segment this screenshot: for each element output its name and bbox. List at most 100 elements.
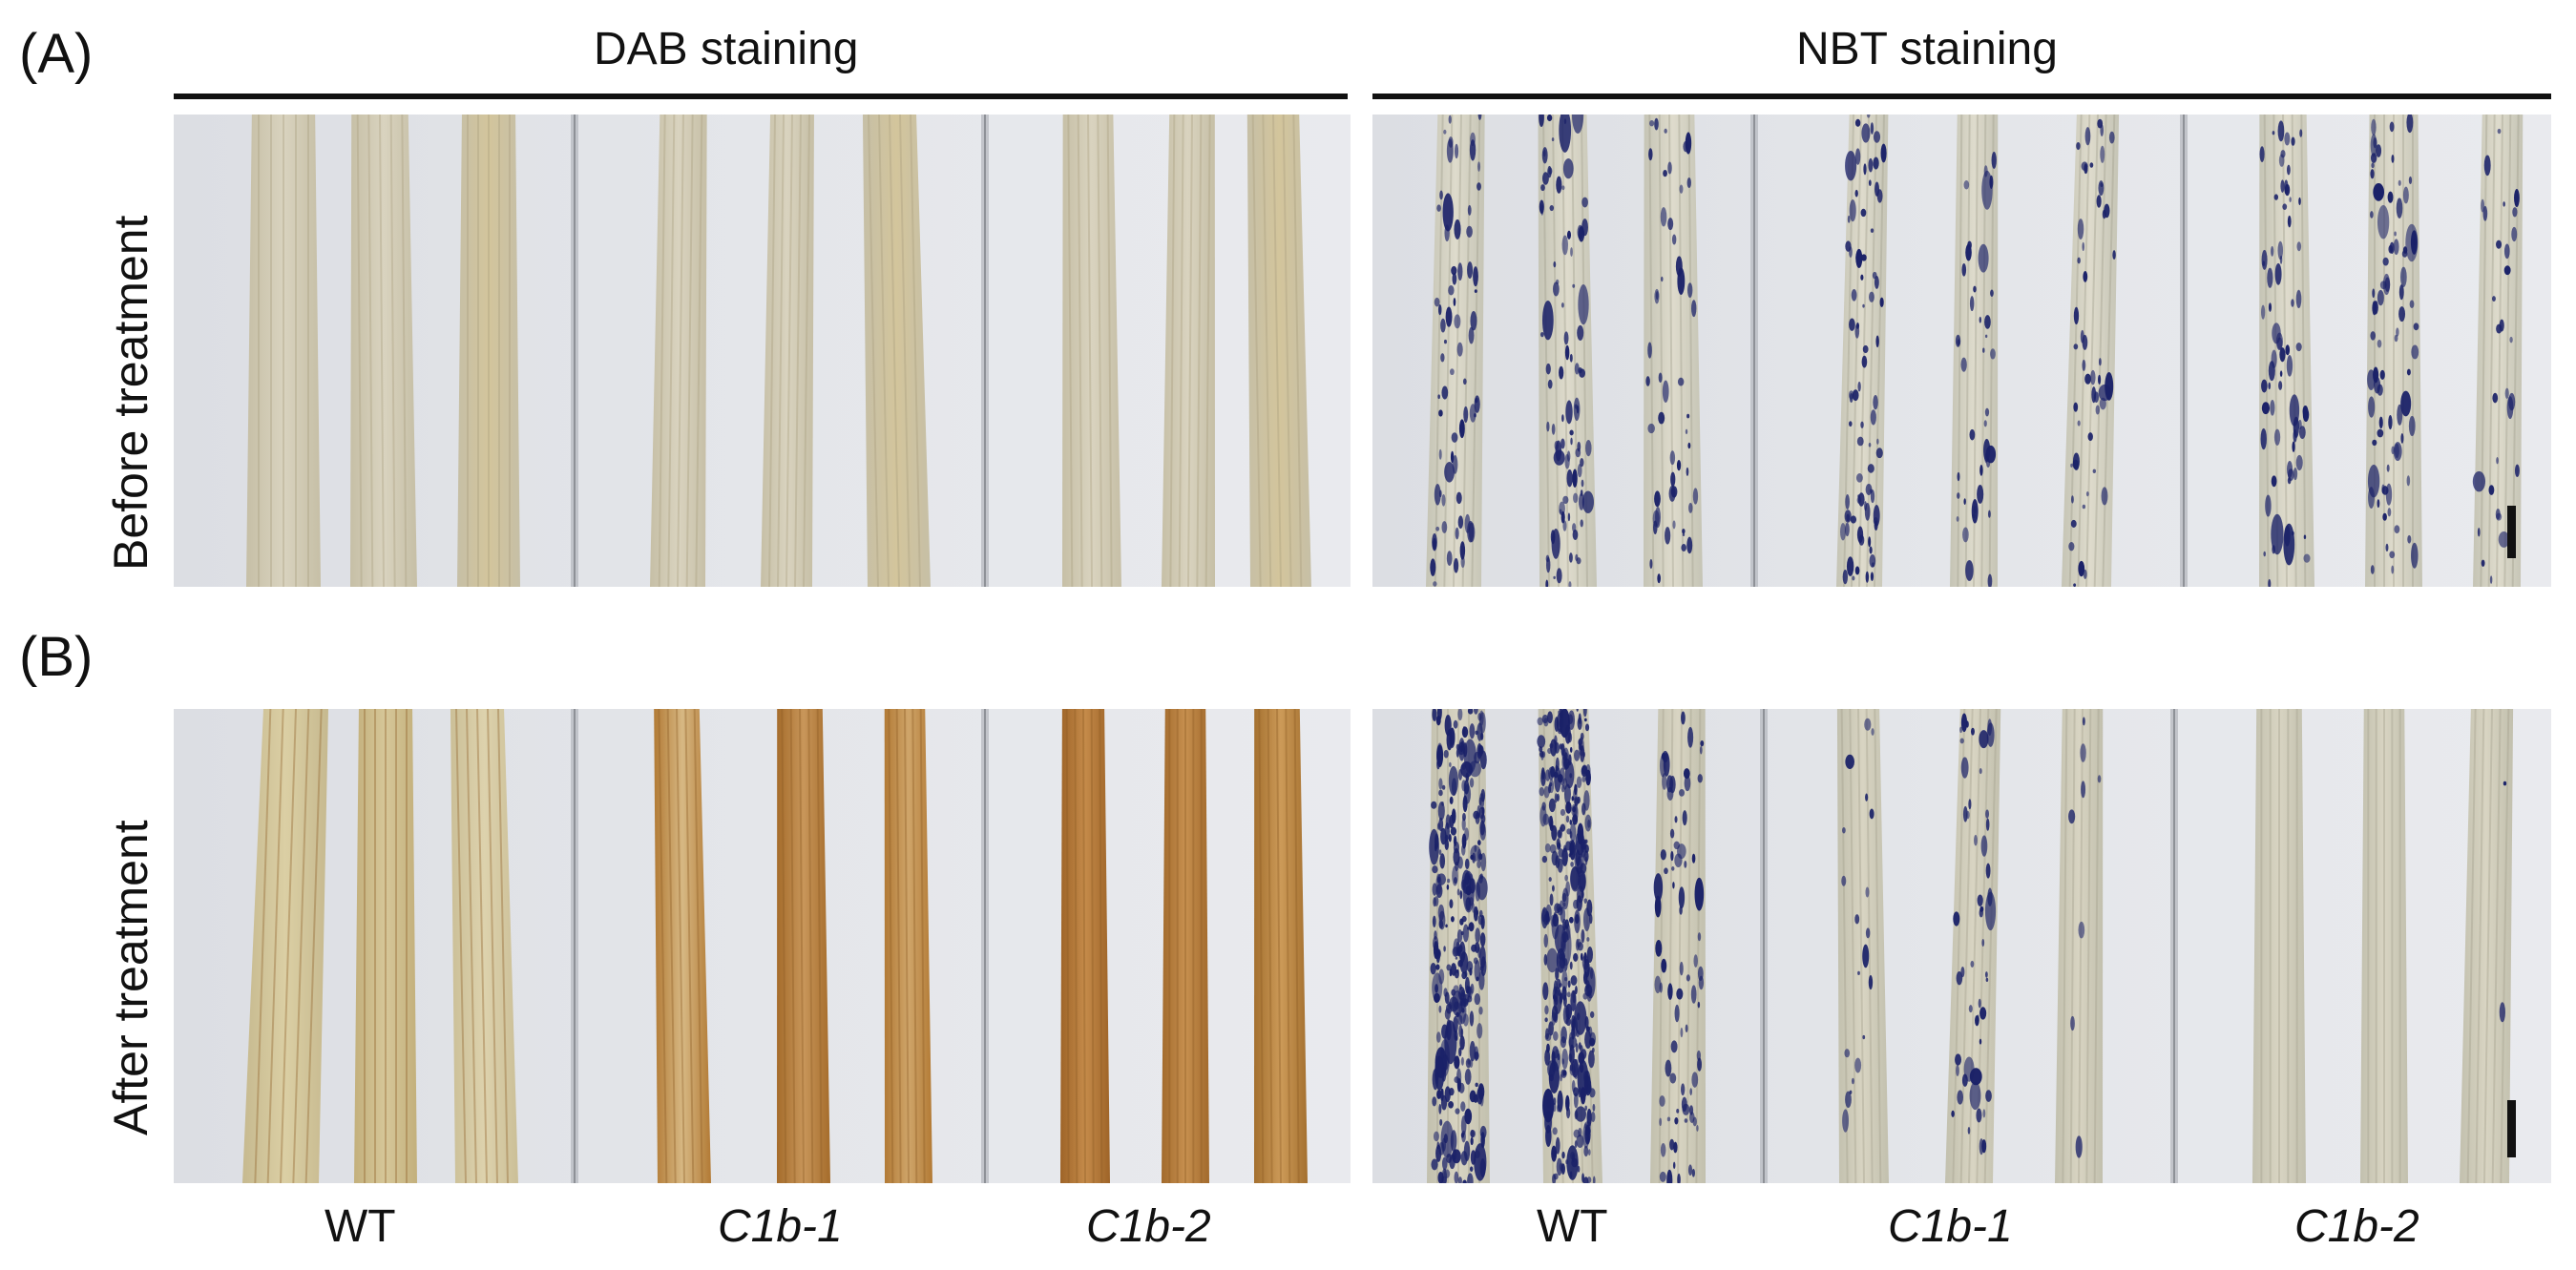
nbt-spot bbox=[1569, 961, 1573, 970]
nbt-spot bbox=[1649, 119, 1655, 127]
nbt-spot bbox=[1581, 928, 1585, 944]
nbt-spot bbox=[2372, 288, 2376, 299]
nbt-spot bbox=[1540, 204, 1544, 216]
nbt-spot bbox=[2377, 289, 2384, 306]
nbt-spot bbox=[1446, 551, 1453, 566]
nbt-spot bbox=[1441, 784, 1446, 790]
nbt-spot bbox=[2379, 281, 2387, 290]
nbt-spot bbox=[1553, 575, 1556, 580]
leaf-vein bbox=[1581, 709, 1594, 1183]
nbt-spot bbox=[1580, 863, 1587, 874]
nbt-before-photo bbox=[1372, 115, 2551, 587]
nbt-spot bbox=[1565, 1003, 1573, 1020]
nbt-spot bbox=[1433, 1131, 1439, 1142]
leaf-vein bbox=[1272, 115, 1282, 587]
nbt-spot bbox=[1849, 392, 1853, 404]
nbt-spot bbox=[1436, 822, 1440, 830]
nbt-spot bbox=[1476, 182, 1481, 191]
nbt-spot bbox=[2370, 169, 2375, 179]
nbt-spot bbox=[1551, 850, 1559, 866]
nbt-spot bbox=[1573, 492, 1579, 504]
nbt-spot bbox=[1556, 947, 1566, 973]
nbt-spot bbox=[1443, 1169, 1451, 1178]
nbt-spot bbox=[1545, 769, 1551, 781]
nbt-spot bbox=[1972, 513, 1976, 519]
nbt-spot bbox=[1574, 404, 1578, 409]
nbt-spot bbox=[1661, 958, 1667, 973]
nbt-spot bbox=[1432, 865, 1438, 874]
nbt-spot bbox=[1842, 570, 1849, 585]
nbt-spot bbox=[1654, 975, 1662, 994]
nbt-spot bbox=[2498, 531, 2510, 548]
nbt-spot bbox=[1539, 805, 1547, 827]
nbt-spot bbox=[1557, 1090, 1563, 1113]
nbt-spot bbox=[1467, 261, 1474, 279]
nbt-spot bbox=[1979, 1007, 1987, 1020]
nbt-spot bbox=[1550, 765, 1556, 778]
nbt-spot bbox=[1982, 1109, 1986, 1118]
leaf-vein bbox=[1686, 709, 1692, 1183]
leaf-blade bbox=[2460, 709, 2514, 1183]
nbt-spot bbox=[1969, 428, 1976, 441]
nbt-spot bbox=[1550, 914, 1556, 927]
nbt-spot bbox=[2270, 399, 2275, 416]
nbt-spot bbox=[1432, 883, 1437, 896]
nbt-spot bbox=[1662, 773, 1667, 790]
leaf-vein bbox=[895, 709, 902, 1183]
nbt-spot bbox=[1875, 335, 1879, 348]
nbt-spot bbox=[1870, 228, 1874, 233]
nbt-spot bbox=[1568, 853, 1572, 858]
nbt-spot bbox=[1477, 914, 1484, 926]
leaf-vein bbox=[455, 709, 467, 1183]
nbt-spot bbox=[1985, 809, 1990, 819]
nbt-spot bbox=[2291, 531, 2294, 536]
nbt-spot bbox=[1555, 1136, 1560, 1155]
nbt-spot bbox=[1686, 177, 1691, 189]
nbt-spot bbox=[1577, 942, 1583, 951]
nbt-spot bbox=[1450, 368, 1455, 376]
leaf-vein bbox=[367, 115, 374, 587]
slide-divider-line bbox=[2183, 115, 2185, 587]
nbt-spot bbox=[1573, 952, 1579, 962]
nbt-spot bbox=[1444, 1020, 1457, 1065]
nbt-spot bbox=[2089, 162, 2094, 168]
nbt-spot bbox=[1541, 172, 1549, 185]
nbt-spot bbox=[1688, 1105, 1694, 1115]
leaf-vein bbox=[2085, 709, 2092, 1183]
nbt-spot bbox=[1673, 841, 1680, 850]
nbt-spot bbox=[1554, 1011, 1559, 1024]
nbt-spot bbox=[1655, 940, 1663, 957]
nbt-spot bbox=[1845, 493, 1850, 510]
nbt-spot bbox=[1682, 1103, 1690, 1115]
nbt-spot bbox=[1869, 554, 1876, 568]
nbt-spot bbox=[1454, 969, 1459, 979]
nbt-spot bbox=[1688, 502, 1693, 513]
nbt-spot bbox=[1460, 843, 1466, 856]
nbt-spot bbox=[1663, 752, 1670, 777]
nbt-spot bbox=[1592, 1176, 1596, 1183]
nbt-spot bbox=[1691, 1072, 1699, 1088]
nbt-spot bbox=[1438, 1005, 1442, 1013]
leaf-vein bbox=[2085, 115, 2099, 587]
nbt-spot bbox=[1448, 1100, 1455, 1109]
nbt-spot bbox=[2382, 512, 2387, 521]
nbt-spot bbox=[1689, 1088, 1692, 1095]
nbt-spot bbox=[2387, 191, 2394, 203]
nbt-spot bbox=[1430, 962, 1436, 975]
nbt-spot bbox=[2078, 921, 2085, 939]
nbt-spot bbox=[2279, 370, 2283, 377]
nbt-spot bbox=[1685, 428, 1688, 435]
nbt-spot bbox=[1667, 218, 1674, 231]
nbt-spot bbox=[1570, 861, 1574, 867]
nbt-spot bbox=[2411, 542, 2419, 569]
nbt-spot bbox=[2083, 271, 2088, 282]
nbt-spot bbox=[1581, 197, 1588, 208]
leaf-vein bbox=[497, 709, 509, 1183]
nbt-spot bbox=[2477, 527, 2481, 537]
nbt-spot bbox=[1672, 882, 1675, 889]
nbt-spot bbox=[1857, 381, 1861, 392]
nbt-spot bbox=[1869, 291, 1874, 302]
nbt-spot bbox=[2393, 239, 2399, 256]
nbt-spot bbox=[1665, 1059, 1672, 1077]
nbt-spot bbox=[2278, 154, 2285, 167]
